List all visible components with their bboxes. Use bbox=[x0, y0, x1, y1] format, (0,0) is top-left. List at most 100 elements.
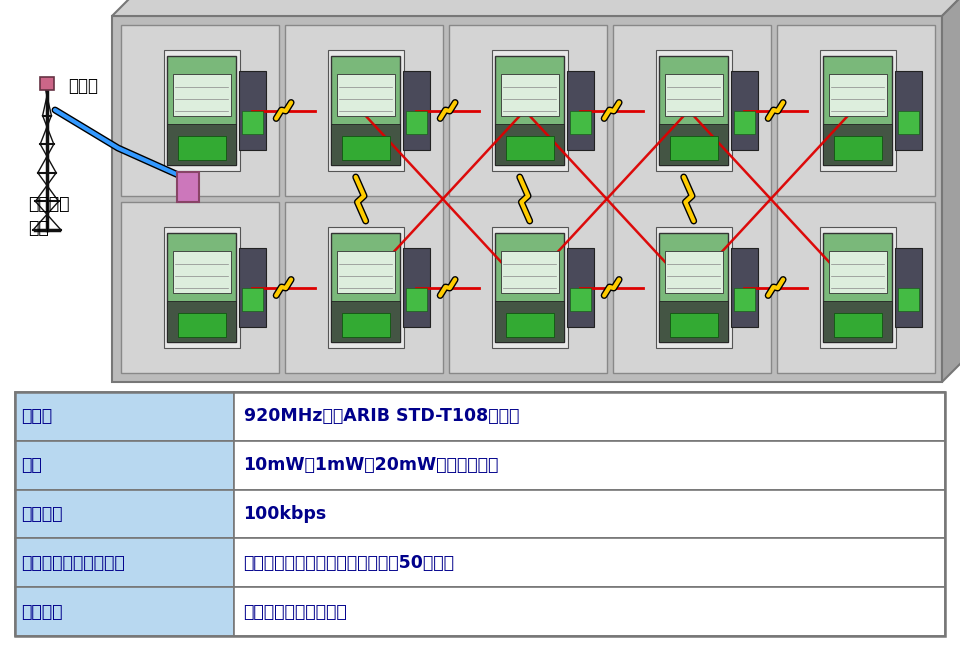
Bar bbox=[656, 227, 732, 348]
Bar bbox=[178, 136, 226, 160]
Bar bbox=[613, 25, 771, 196]
Bar bbox=[896, 71, 922, 150]
Bar bbox=[449, 25, 607, 196]
Text: 基地局: 基地局 bbox=[68, 77, 98, 95]
Bar bbox=[660, 56, 728, 165]
Bar bbox=[178, 313, 226, 337]
Bar bbox=[406, 288, 427, 311]
Bar bbox=[824, 56, 892, 165]
Text: 10mW，1mW（20mWも対応可能）: 10mW，1mW（20mWも対応可能） bbox=[244, 456, 499, 474]
Bar bbox=[337, 251, 395, 293]
Bar bbox=[664, 75, 723, 116]
Bar bbox=[828, 75, 887, 116]
Bar bbox=[239, 248, 266, 327]
Bar bbox=[495, 233, 564, 343]
Bar bbox=[669, 136, 718, 160]
Bar bbox=[824, 124, 892, 165]
Text: 通信速度: 通信速度 bbox=[21, 505, 62, 523]
Bar bbox=[570, 288, 591, 311]
Bar bbox=[242, 288, 263, 311]
Bar bbox=[121, 202, 279, 373]
Polygon shape bbox=[942, 0, 960, 382]
Bar bbox=[167, 124, 236, 165]
Bar bbox=[337, 75, 395, 116]
Text: 公衆無線
端末: 公衆無線 端末 bbox=[28, 195, 69, 237]
Text: 周波数: 周波数 bbox=[21, 407, 52, 425]
Bar bbox=[732, 248, 757, 327]
Bar bbox=[820, 50, 896, 171]
Bar bbox=[824, 301, 892, 343]
Bar bbox=[406, 111, 427, 134]
Bar bbox=[15, 587, 233, 636]
Bar bbox=[403, 71, 430, 150]
Bar bbox=[495, 56, 564, 165]
Bar bbox=[567, 248, 593, 327]
Bar bbox=[233, 490, 945, 538]
Bar bbox=[820, 227, 896, 348]
Bar bbox=[167, 301, 236, 343]
Bar bbox=[833, 136, 881, 160]
Bar bbox=[15, 538, 233, 587]
Text: 920MHz帯（ARIB STD-T108準拠）: 920MHz帯（ARIB STD-T108準拠） bbox=[244, 407, 519, 425]
Bar bbox=[164, 227, 240, 348]
Bar bbox=[285, 25, 443, 196]
Bar bbox=[669, 313, 718, 337]
Bar bbox=[660, 301, 728, 343]
Bar bbox=[501, 251, 559, 293]
Bar bbox=[613, 202, 771, 373]
Bar bbox=[285, 202, 443, 373]
Bar bbox=[15, 392, 945, 636]
Bar bbox=[664, 251, 723, 293]
Bar bbox=[898, 288, 919, 311]
Bar bbox=[331, 56, 400, 165]
Bar bbox=[656, 50, 732, 171]
Bar bbox=[15, 490, 233, 538]
Bar bbox=[233, 587, 945, 636]
Bar bbox=[506, 136, 554, 160]
Bar bbox=[506, 313, 554, 337]
Bar bbox=[167, 56, 236, 165]
Bar bbox=[112, 16, 942, 382]
Bar bbox=[660, 124, 728, 165]
Bar bbox=[15, 441, 233, 490]
Bar bbox=[167, 233, 236, 343]
Bar bbox=[233, 441, 945, 490]
Bar bbox=[327, 50, 403, 171]
Bar bbox=[833, 313, 881, 337]
Bar bbox=[164, 50, 240, 171]
Bar bbox=[734, 288, 755, 311]
Bar bbox=[660, 233, 728, 343]
Text: 中継段数: 中継段数 bbox=[21, 602, 62, 621]
Bar bbox=[777, 202, 935, 373]
Bar bbox=[233, 538, 945, 587]
Bar bbox=[121, 25, 279, 196]
Bar bbox=[495, 124, 564, 165]
Bar bbox=[732, 71, 757, 150]
Bar bbox=[342, 313, 390, 337]
Bar bbox=[342, 136, 390, 160]
Text: 100kbps: 100kbps bbox=[244, 505, 326, 523]
Bar bbox=[15, 392, 233, 441]
Bar bbox=[570, 111, 591, 134]
Text: メッシュ。１ネットワークあたり50台収容: メッシュ。１ネットワークあたり50台収容 bbox=[244, 554, 454, 572]
Bar bbox=[40, 77, 54, 90]
Bar bbox=[828, 251, 887, 293]
Bar bbox=[331, 233, 400, 343]
Bar bbox=[177, 172, 199, 202]
Bar bbox=[824, 233, 892, 343]
Text: ネットワークトポロジ: ネットワークトポロジ bbox=[21, 554, 125, 572]
Bar bbox=[331, 301, 400, 343]
Bar bbox=[449, 202, 607, 373]
Bar bbox=[331, 124, 400, 165]
Bar bbox=[173, 251, 230, 293]
Bar bbox=[242, 111, 263, 134]
Bar bbox=[501, 75, 559, 116]
Bar bbox=[239, 71, 266, 150]
Bar bbox=[327, 227, 403, 348]
Text: 平均５段、最大１５段: 平均５段、最大１５段 bbox=[244, 602, 348, 621]
Bar bbox=[495, 301, 564, 343]
Polygon shape bbox=[112, 0, 960, 16]
Bar bbox=[403, 248, 430, 327]
Bar bbox=[173, 75, 230, 116]
Bar bbox=[233, 392, 945, 441]
